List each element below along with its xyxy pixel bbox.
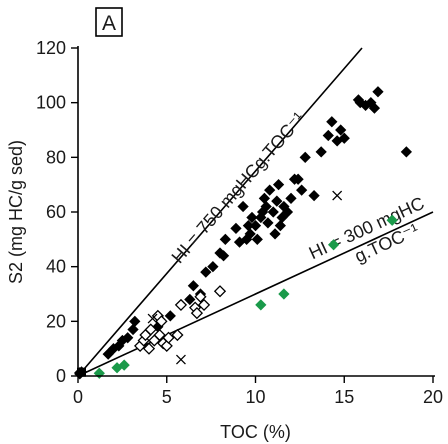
filled-diamond-point [296,184,308,196]
filled-diamond-point [260,200,272,213]
green-diamond-point [327,239,340,251]
filled-diamond-point [249,220,262,232]
cross-point [147,313,158,324]
x-tick-label: 15 [334,387,354,407]
filled-diamond-point [372,86,384,98]
hi-300-label: HI = 300 mgHC g.TOC⁻¹ [306,193,427,267]
filled-diamond-point [164,310,176,322]
y-tick-label: 60 [46,202,66,222]
x-tick-label: 10 [245,387,265,407]
filled-diamond-point [267,206,279,218]
filled-diamond-point [230,222,242,235]
filled-diamond-point [315,146,327,158]
filled-diamond-point [274,220,286,232]
filled-diamond-point [299,151,311,163]
filled-diamond-point [187,280,199,292]
filled-diamond-point [271,195,283,207]
y-tick-label: 20 [46,311,66,331]
filled-diamond-point [129,315,141,327]
filled-diamond-point [184,293,196,306]
open-diamond-point [190,307,204,320]
open-diamond-point [174,298,188,312]
open-diamond-point [144,323,157,336]
y-tick-label: 40 [46,257,66,277]
green-diamond-point [118,359,130,371]
green-diamond-point [386,214,398,226]
filled-diamond-point [308,189,320,202]
filled-diamond-point [285,192,297,204]
open-diamond-point [142,342,156,355]
open-diamond-point [197,298,211,312]
filled-diamond-point [127,323,139,336]
open-diamond-point [153,328,166,342]
panel-label: A [102,12,116,35]
filled-diamond-point [338,132,350,144]
filled-diamond-point [269,228,281,240]
green-diamond-point [93,367,105,379]
x-axis-label: TOC (%) [220,422,291,442]
filled-diamond-point [272,179,285,191]
x-tick-label: 0 [73,387,83,407]
open-diamond-point [171,328,184,342]
filled-diamond-point [292,173,304,185]
y-tick-label: 100 [36,93,66,113]
open-diamond-point [213,285,227,298]
origin-square-point [77,367,86,377]
filled-diamond-point [200,266,212,278]
filled-diamond-point [281,206,294,218]
y-tick-label: 0 [56,366,66,386]
green-diamond-point [278,288,290,300]
filled-diamond-point [219,233,231,245]
filled-diamond-point [262,217,274,229]
filled-diamond-point [122,332,134,344]
filled-diamond-point [335,124,347,136]
cross-point [175,354,186,365]
open-diamond-point [162,331,175,344]
cross-point [332,190,343,201]
filled-diamond-point [246,211,258,224]
filled-diamond-point [258,192,270,204]
filled-diamond-point [264,184,276,196]
panel-label-box [95,7,123,37]
x-tick-label: 20 [423,387,443,407]
filled-diamond-point [217,250,230,262]
y-axis-label: S2 (mg HC/g sed) [6,140,26,284]
filled-diamond-point [400,146,412,158]
filled-diamond-point [251,233,263,245]
filled-diamond-point [326,116,338,128]
y-tick-label: 120 [36,38,66,58]
open-diamond-point [160,339,173,353]
filled-diamond-point [368,102,381,114]
filled-diamond-point [237,200,249,213]
data-points [74,86,412,380]
filled-diamond-point [322,129,334,142]
filled-diamond-point [207,261,219,273]
hi-750-reference-line [77,47,363,377]
green-diamond-point [255,299,267,311]
open-diamond-point [155,315,168,328]
x-tick-label: 5 [162,387,172,407]
y-tick-label: 80 [46,147,66,167]
filled-diamond-point [244,228,256,240]
axis-ticks: 0 5 10 15 20 0 20 40 60 80 100 120 [36,38,443,407]
open-diamond-point [194,290,207,303]
